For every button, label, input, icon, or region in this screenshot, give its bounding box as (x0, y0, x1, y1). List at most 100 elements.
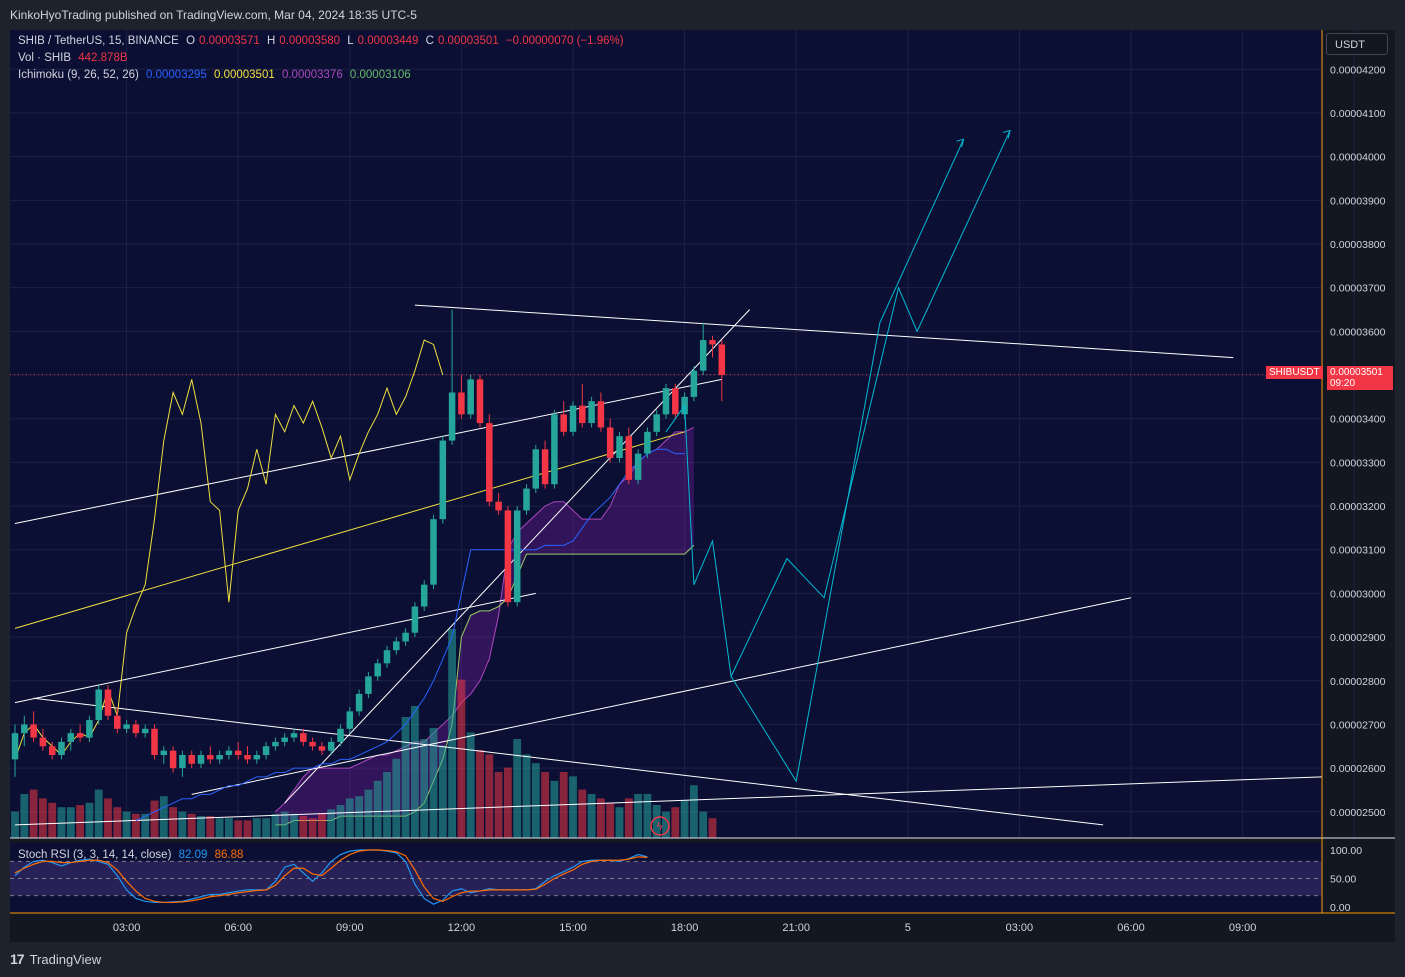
volume-bar (76, 805, 85, 838)
trendline (414, 304, 1234, 359)
candle-body (709, 340, 716, 345)
stoch-tick-label: 0.00 (1330, 902, 1351, 914)
candle-body (458, 392, 465, 415)
candle-body (141, 728, 149, 734)
volume-bar (587, 794, 596, 838)
volume-bar (485, 754, 494, 838)
price-tick-label: 0.00003100 (1330, 545, 1386, 557)
legend-vol-value: 442.878B (78, 52, 128, 64)
candle-body (532, 449, 540, 489)
volume-bar (615, 807, 624, 838)
candle-body (244, 755, 251, 760)
lightning-icon[interactable] (650, 816, 670, 836)
volume-bar (141, 813, 150, 838)
lightning-glyph: ϟ (656, 820, 663, 833)
volume-bar (494, 772, 503, 838)
time-tick-label: 5 (905, 922, 911, 934)
volume-bar (178, 811, 187, 838)
legend-stoch-d: 86.88 (214, 849, 244, 861)
time-tick-label: 15:00 (559, 922, 587, 934)
candle-body (365, 676, 372, 694)
volume-bar (48, 802, 57, 838)
time-tick-label: 09:00 (1229, 922, 1257, 934)
candle-body (597, 401, 605, 428)
volume-bar (327, 809, 336, 838)
legend-symbol[interactable]: SHIB / TetherUS, 15, BINANCE (18, 35, 179, 47)
time-tick-label: 06:00 (1117, 922, 1145, 934)
candle-body (337, 728, 344, 742)
volume-bar (401, 717, 410, 838)
candle-body (207, 755, 214, 760)
price-pane (10, 30, 1322, 838)
volume-bar (364, 789, 373, 838)
candle-body (262, 746, 270, 756)
publisher-line: KinkoHyoTrading published on TradingView… (10, 8, 417, 22)
time-tick-label: 18:00 (671, 922, 699, 934)
volume-bar (94, 789, 103, 838)
trendline (14, 776, 1323, 826)
projection-path (665, 129, 1011, 783)
volume-bar (299, 816, 308, 838)
candle-body (662, 388, 670, 415)
price-tick-label: 0.00002600 (1330, 763, 1386, 775)
volume-bar (652, 805, 661, 838)
cloud-fill (275, 427, 694, 825)
legend-stoch-label[interactable]: Stoch RSI (3, 3, 14, 14, close) (18, 849, 172, 861)
projection-line-down (730, 138, 965, 783)
tradingview-logo[interactable]: 17 TradingView (10, 951, 101, 967)
legend-high: 0.00003580 (279, 35, 341, 47)
volume-bar (689, 785, 698, 838)
candle-body (272, 741, 279, 747)
volume-bar (466, 732, 475, 838)
candle-body (672, 388, 679, 415)
volume-bar (420, 739, 429, 838)
volume-bar (252, 818, 261, 838)
volume-bar (680, 800, 689, 838)
legend-ich-tenkan: 0.00003295 (146, 69, 207, 81)
volume-bar (457, 679, 466, 838)
volume-bar (624, 798, 633, 838)
volume-bar (476, 750, 484, 838)
price-tick-label: 0.00003700 (1330, 283, 1386, 295)
candle-body (160, 750, 168, 756)
volume-bar (410, 706, 419, 838)
candle-body (58, 741, 65, 756)
candle-body (169, 750, 177, 769)
volume-bar (429, 728, 438, 838)
candle-body (504, 510, 512, 603)
grid (10, 30, 1355, 838)
candle-body (513, 510, 521, 603)
price-tick-label: 0.00003400 (1330, 414, 1386, 426)
legend-vol-label[interactable]: Vol · SHIB (18, 52, 72, 64)
legend-ich-spana: 0.00003106 (349, 69, 411, 81)
candle-body (420, 584, 428, 607)
ichimoku-cloud (275, 426, 695, 826)
candle-body (123, 724, 130, 729)
volume-bar (206, 816, 215, 838)
stoch-tick-label: 50.00 (1330, 874, 1356, 886)
candle-body (588, 401, 595, 424)
candle-body (393, 641, 400, 651)
currency-button[interactable]: USDT (1326, 33, 1388, 55)
candle-body (95, 689, 102, 721)
volume-bar (215, 818, 224, 838)
price-tag-value: 0.00003501 (1330, 367, 1383, 378)
candle-body (76, 733, 84, 738)
volume-bar (169, 807, 178, 838)
volume-bar (569, 776, 577, 838)
volume-bar (85, 802, 94, 838)
projection-line-up (665, 130, 1011, 679)
volume-bar (513, 739, 522, 838)
candle-body (39, 737, 47, 747)
candle-body (625, 436, 633, 480)
legend-ichimoku-label[interactable]: Ichimoku (9, 26, 52, 26) (18, 69, 139, 81)
volume-bar (271, 813, 280, 838)
candle-body (579, 405, 586, 424)
candle-body (86, 720, 93, 738)
volume-bar (38, 798, 47, 838)
candle-body (253, 755, 261, 760)
stoch-k-line (14, 849, 648, 905)
volume-bar (503, 767, 512, 838)
candle-body (48, 746, 56, 756)
